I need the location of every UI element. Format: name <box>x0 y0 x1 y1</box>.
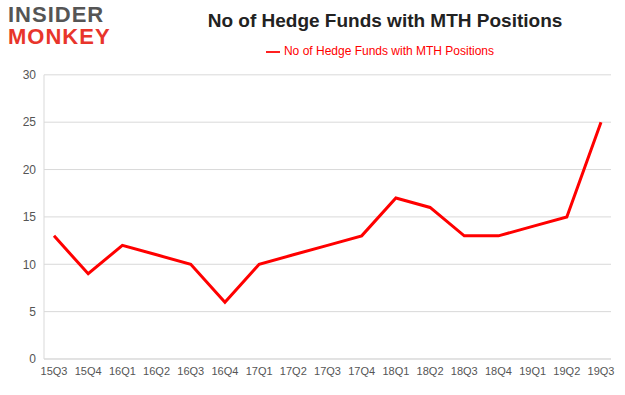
svg-text:19Q3: 19Q3 <box>588 365 615 377</box>
svg-text:19Q1: 19Q1 <box>519 365 546 377</box>
svg-text:30: 30 <box>23 68 37 82</box>
svg-text:17Q4: 17Q4 <box>348 365 375 377</box>
svg-text:15Q4: 15Q4 <box>75 365 102 377</box>
svg-text:18Q1: 18Q1 <box>382 365 409 377</box>
svg-text:20: 20 <box>23 163 37 177</box>
html-text:No of Hedge Funds with MTH Pos: No of Hedge Funds with MTH Positions <box>207 10 563 31</box>
svg-text:16Q1: 16Q1 <box>109 365 136 377</box>
svg-text:18Q3: 18Q3 <box>451 365 478 377</box>
svg-text:15Q3: 15Q3 <box>41 365 68 377</box>
svg-text:17Q3: 17Q3 <box>314 365 341 377</box>
svg-text:19Q2: 19Q2 <box>553 365 580 377</box>
svg-text:16Q4: 16Q4 <box>211 365 238 377</box>
svg-text:0: 0 <box>29 352 36 366</box>
svg-text:25: 25 <box>23 115 37 129</box>
svg-text:16Q2: 16Q2 <box>143 365 170 377</box>
html-text:INSIDER: INSIDER <box>8 2 105 27</box>
svg-text:18Q4: 18Q4 <box>485 365 512 377</box>
svg-text:5: 5 <box>29 305 36 319</box>
svg-text:15: 15 <box>23 210 37 224</box>
svg-text:17Q1: 17Q1 <box>246 365 273 377</box>
html-text:MONKEY: MONKEY <box>8 24 111 49</box>
html-text:No of Hedge Funds with MTH Pos: No of Hedge Funds with MTH Positions <box>284 44 494 58</box>
svg-text:16Q3: 16Q3 <box>177 365 204 377</box>
svg-text:10: 10 <box>23 258 37 272</box>
svg-text:17Q2: 17Q2 <box>280 365 307 377</box>
svg-text:18Q2: 18Q2 <box>417 365 444 377</box>
